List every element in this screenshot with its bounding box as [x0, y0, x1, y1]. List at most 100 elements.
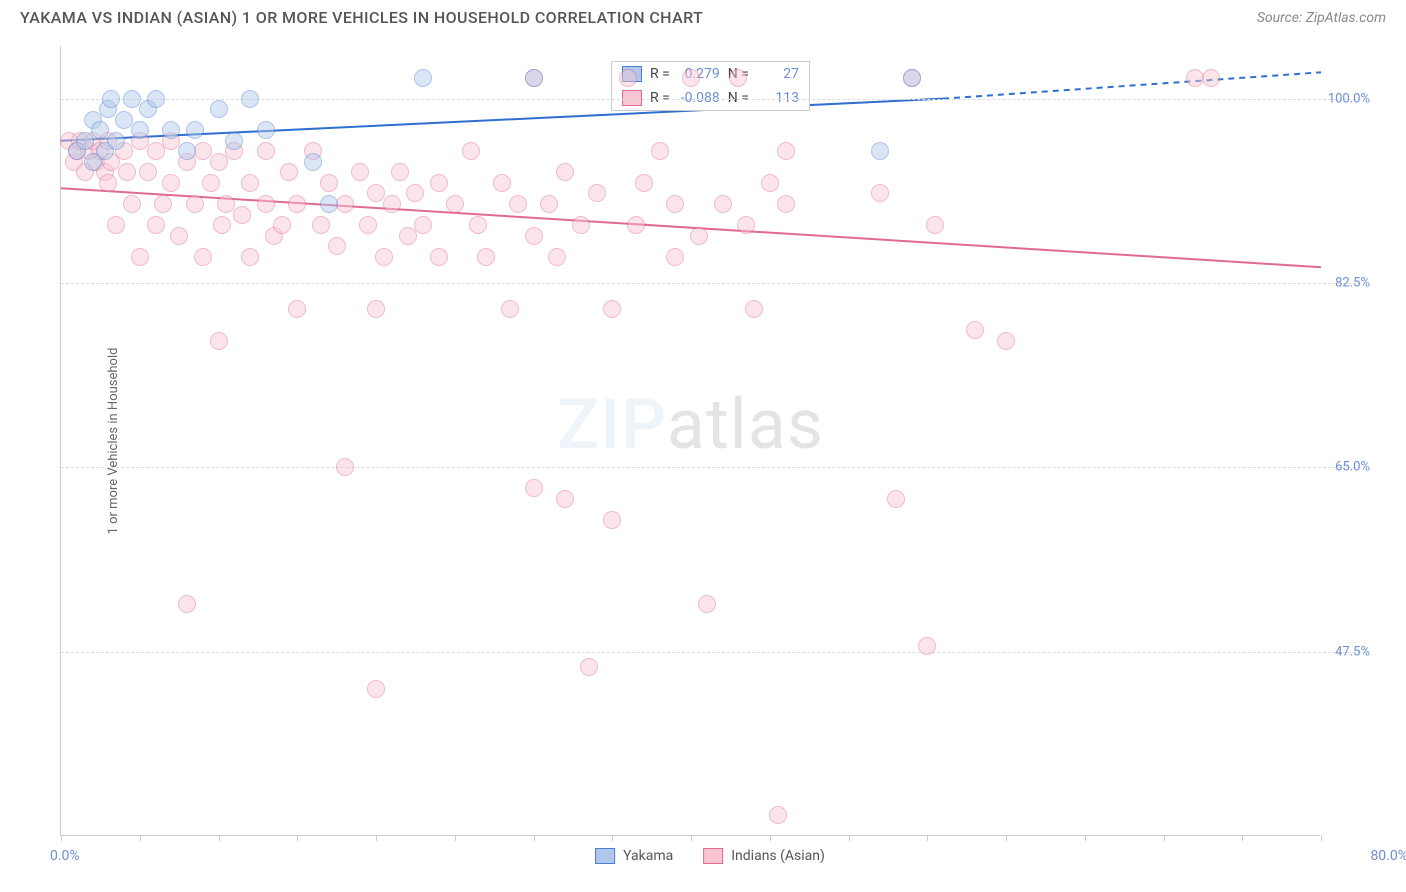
legend-label-indian: Indians (Asian): [731, 848, 825, 864]
scatter-point: [690, 227, 708, 245]
scatter-point: [186, 195, 204, 213]
x-tick: [612, 835, 613, 841]
y-tick-label: 47.5%: [1335, 644, 1370, 659]
scatter-point: [651, 142, 669, 160]
scatter-point: [102, 90, 120, 108]
scatter-point: [556, 163, 574, 181]
stats-box: R = 0.279 N = 27 R = -0.088 N = 113: [611, 61, 810, 111]
scatter-point: [603, 511, 621, 529]
scatter-point: [162, 174, 180, 192]
scatter-point: [871, 184, 889, 202]
scatter-point: [178, 142, 196, 160]
scatter-point: [213, 216, 231, 234]
scatter-point: [280, 163, 298, 181]
scatter-point: [320, 195, 338, 213]
legend-swatch-indian: [703, 848, 723, 864]
scatter-point: [241, 174, 259, 192]
scatter-point: [147, 90, 165, 108]
x-tick: [455, 835, 456, 841]
scatter-point: [548, 248, 566, 266]
scatter-point: [123, 195, 141, 213]
scatter-point: [170, 227, 188, 245]
scatter-point: [666, 195, 684, 213]
scatter-point: [115, 111, 133, 129]
scatter-point: [926, 216, 944, 234]
legend-swatch-yakama: [595, 848, 615, 864]
x-tick: [1321, 835, 1322, 841]
scatter-point: [777, 142, 795, 160]
scatter-point: [304, 153, 322, 171]
scatter-point: [761, 174, 779, 192]
legend: Yakama Indians (Asian): [595, 848, 825, 864]
x-tick: [61, 835, 62, 841]
scatter-point: [966, 321, 984, 339]
x-tick: [691, 835, 692, 841]
scatter-point: [154, 195, 172, 213]
scatter-point: [871, 142, 889, 160]
scatter-point: [588, 184, 606, 202]
x-tick: [1242, 835, 1243, 841]
scatter-point: [737, 216, 755, 234]
scatter-point: [312, 216, 330, 234]
x-tick: [297, 835, 298, 841]
stats-row-yakama: R = 0.279 N = 27: [612, 62, 809, 86]
scatter-point: [139, 163, 157, 181]
scatter-point: [462, 142, 480, 160]
scatter-point: [217, 195, 235, 213]
scatter-point: [698, 595, 716, 613]
chart-header: YAKAMA VS INDIAN (ASIAN) 1 OR MORE VEHIC…: [0, 0, 1406, 31]
scatter-point: [367, 680, 385, 698]
x-tick: [219, 835, 220, 841]
scatter-point: [391, 163, 409, 181]
legend-label-yakama: Yakama: [623, 848, 673, 864]
chart-container: 1 or more Vehicles in Household ZIPatlas…: [60, 46, 1360, 836]
scatter-point: [107, 132, 125, 150]
chart-title: YAKAMA VS INDIAN (ASIAN) 1 OR MORE VEHIC…: [20, 8, 703, 27]
plot-area: ZIPatlas R = 0.279 N = 27 R = -0.088 N =…: [60, 46, 1320, 836]
scatter-point: [580, 658, 598, 676]
gridline: [61, 652, 1361, 653]
scatter-point: [118, 163, 136, 181]
scatter-point: [714, 195, 732, 213]
scatter-point: [399, 227, 417, 245]
scatter-point: [414, 216, 432, 234]
scatter-point: [619, 69, 637, 87]
scatter-point: [147, 216, 165, 234]
scatter-point: [288, 195, 306, 213]
scatter-point: [666, 248, 684, 266]
x-tick: [376, 835, 377, 841]
scatter-point: [123, 90, 141, 108]
scatter-point: [162, 121, 180, 139]
scatter-point: [210, 153, 228, 171]
scatter-point: [147, 142, 165, 160]
scatter-point: [76, 132, 94, 150]
scatter-point: [320, 174, 338, 192]
scatter-point: [1202, 69, 1220, 87]
scatter-point: [194, 248, 212, 266]
scatter-point: [414, 69, 432, 87]
n-value-yakama: 27: [757, 66, 799, 82]
scatter-point: [918, 637, 936, 655]
scatter-point: [887, 490, 905, 508]
scatter-point: [493, 174, 511, 192]
scatter-point: [336, 458, 354, 476]
scatter-point: [273, 216, 291, 234]
x-tick: [849, 835, 850, 841]
scatter-point: [627, 216, 645, 234]
scatter-point: [336, 195, 354, 213]
scatter-point: [469, 216, 487, 234]
gridline: [61, 467, 1361, 468]
x-tick: [140, 835, 141, 841]
x-tick: [1164, 835, 1165, 841]
scatter-point: [131, 248, 149, 266]
scatter-point: [430, 248, 448, 266]
y-tick-label: 65.0%: [1335, 460, 1370, 475]
scatter-point: [210, 100, 228, 118]
y-tick-label: 100.0%: [1328, 91, 1370, 106]
scatter-point: [745, 300, 763, 318]
scatter-point: [603, 300, 621, 318]
scatter-point: [367, 300, 385, 318]
scatter-point: [375, 248, 393, 266]
scatter-point: [131, 121, 149, 139]
scatter-point: [509, 195, 527, 213]
